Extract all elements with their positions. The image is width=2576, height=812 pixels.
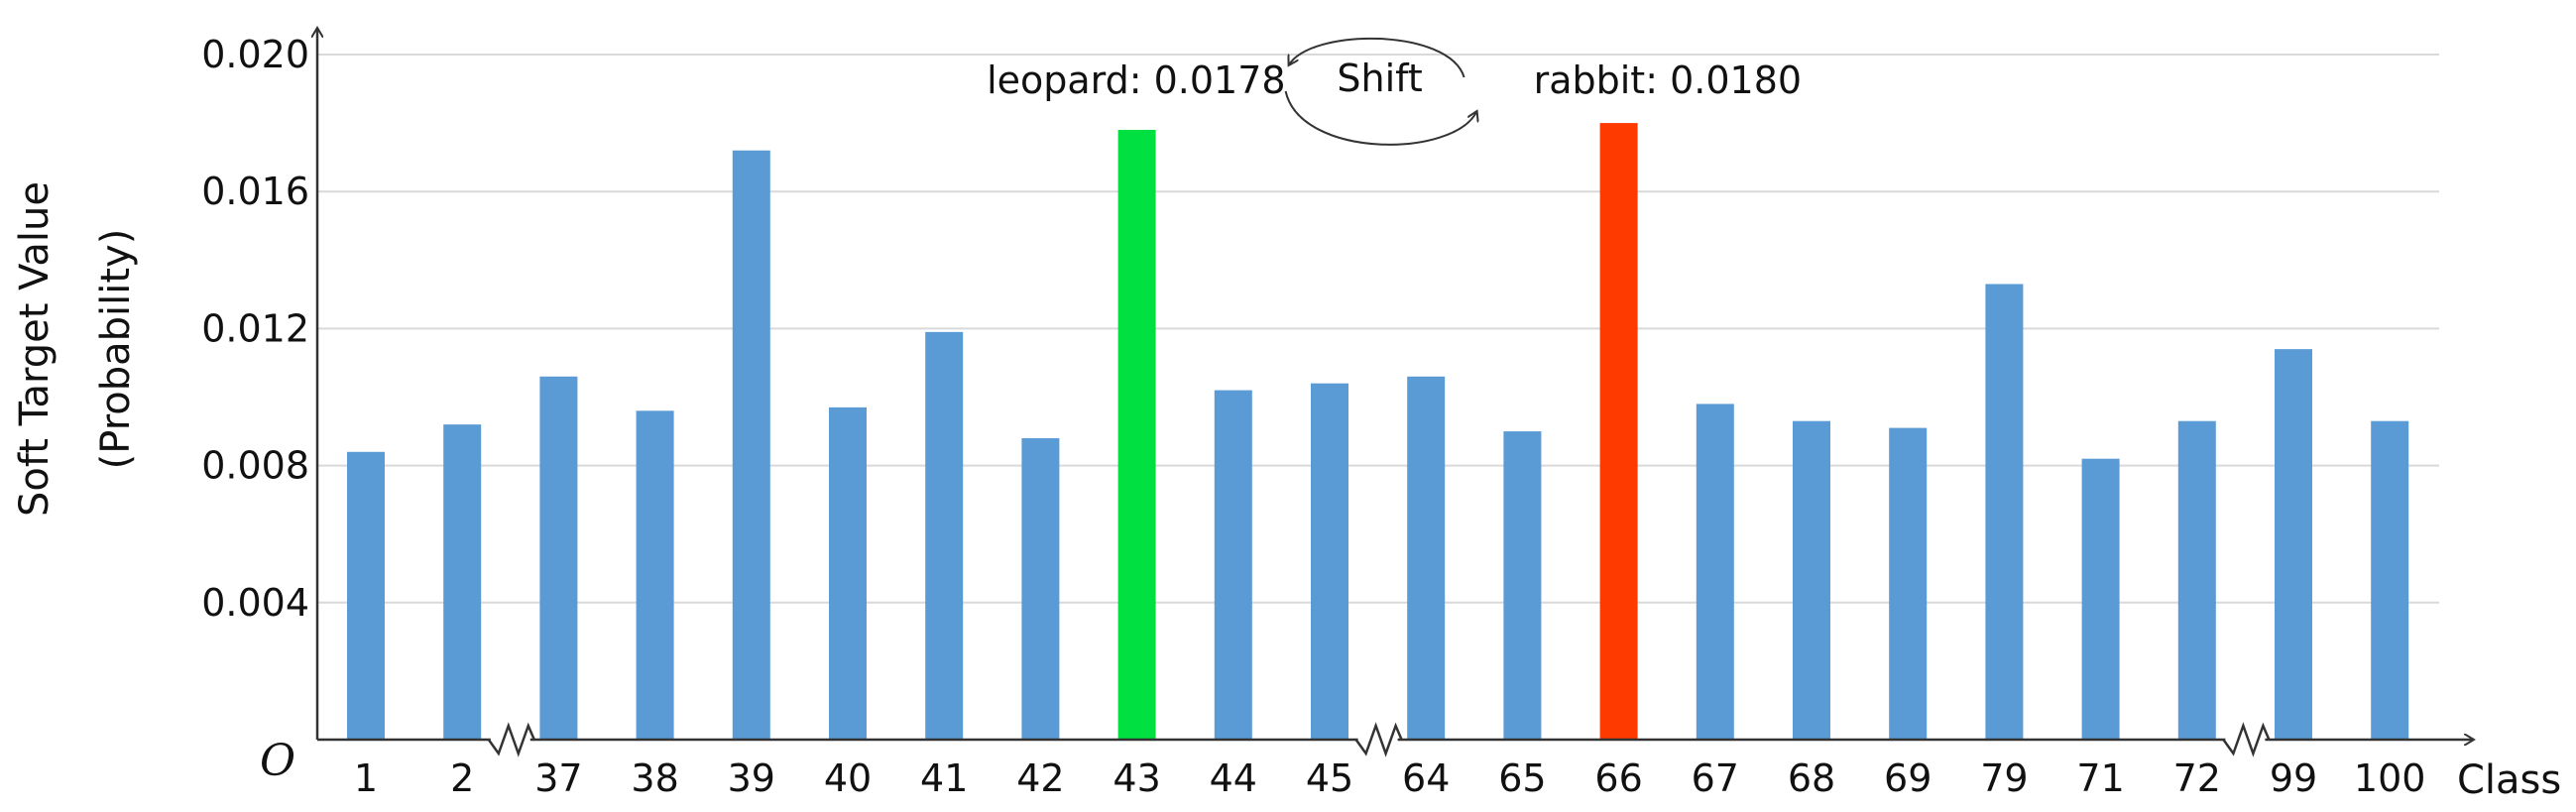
x-tick-label: 45 xyxy=(1306,756,1353,800)
x-tick-label: 68 xyxy=(1788,756,1835,800)
bar-class-40 xyxy=(829,406,867,740)
axis-break-marks xyxy=(487,722,2271,757)
bar-class-99 xyxy=(2275,349,2312,740)
bar-class-64 xyxy=(1407,376,1446,740)
x-tick-label: 69 xyxy=(1884,756,1932,800)
shift-arrow-upper xyxy=(1289,37,1465,78)
y-tick-label: 0.020 xyxy=(201,33,309,76)
bar-class-65 xyxy=(1503,431,1542,740)
bar-class-100 xyxy=(2371,420,2409,740)
shift-label: Shift xyxy=(1337,57,1422,100)
x-tick-label: 67 xyxy=(1692,756,1739,800)
y-tick-label: 0.012 xyxy=(201,306,309,350)
y-axis-subtitle: (Probability) xyxy=(93,229,139,470)
bar-class-45 xyxy=(1311,383,1348,740)
x-tick-label: 38 xyxy=(631,756,678,800)
x-tick-label: 66 xyxy=(1594,756,1642,800)
bar-class-1 xyxy=(347,451,385,740)
bar-class-42 xyxy=(1021,437,1060,740)
axis-break-zigzag-1 xyxy=(1354,722,1403,757)
x-tick-label: 79 xyxy=(1980,756,2028,800)
shift-arrow-lower xyxy=(1284,90,1477,146)
x-tick-label: 39 xyxy=(728,756,775,800)
axis-break-gap xyxy=(490,734,530,746)
annotations: leopard: 0.0178 rabbit: 0.0180 Shift xyxy=(987,37,1802,146)
x-tick-label: 44 xyxy=(1210,756,1257,800)
leopard-label: leopard: 0.0178 xyxy=(987,58,1286,102)
axis-break-zigzag-2 xyxy=(2222,722,2271,757)
x-tick-label: 1 xyxy=(354,756,378,800)
y-tick-label: 0.008 xyxy=(201,444,309,488)
axis-break-gap xyxy=(2225,734,2266,746)
bar-class-41 xyxy=(925,331,964,740)
origin-label: O xyxy=(260,736,295,786)
bar-class-39 xyxy=(732,150,770,741)
x-tick-label: 41 xyxy=(920,756,968,800)
x-tick-label: 64 xyxy=(1402,756,1450,800)
bar-class-79 xyxy=(1985,284,2024,740)
axis-break-zigzag-0 xyxy=(487,722,535,757)
gridlines xyxy=(317,54,2439,604)
x-tick-label: 37 xyxy=(534,756,582,800)
bar-class-37 xyxy=(539,376,578,740)
x-tick-label: 42 xyxy=(1016,756,1064,800)
bars xyxy=(347,123,2409,741)
rabbit-label: rabbit: 0.0180 xyxy=(1534,58,1802,102)
x-tick-label: 100 xyxy=(2354,756,2426,800)
y-axis-title: Soft Target Value xyxy=(12,181,58,517)
bar-class-38 xyxy=(636,410,674,740)
x-tick-label: 2 xyxy=(450,756,474,800)
bar-class-2 xyxy=(443,424,482,740)
bar-class-44 xyxy=(1214,390,1252,740)
y-tick-labels: 0.004 0.008 0.012 0.016 0.020 xyxy=(201,33,309,625)
bar-class-69 xyxy=(1889,427,1928,740)
bar-class-71 xyxy=(2081,458,2120,740)
y-tick-label: 0.016 xyxy=(201,170,309,213)
bar-class-68 xyxy=(1793,420,1830,740)
bar-class-72 xyxy=(2177,420,2216,740)
x-tick-label: 72 xyxy=(2173,756,2221,800)
y-tick-label: 0.004 xyxy=(201,581,309,625)
x-tick-label: 43 xyxy=(1112,756,1160,800)
x-tick-label: 99 xyxy=(2270,756,2317,800)
bar-class-67 xyxy=(1696,404,1734,740)
axis-break-gap xyxy=(1357,734,1398,746)
bar-rabbit-class-66 xyxy=(1599,123,1638,741)
x-tick-label: 71 xyxy=(2076,756,2124,800)
bar-leopard-class-43 xyxy=(1117,130,1156,740)
x-tick-label: 65 xyxy=(1498,756,1546,800)
x-tick-label: 40 xyxy=(824,756,872,800)
x-axis-title: Class xyxy=(2457,757,2561,803)
x-tick-labels: 1 2 37 38 39 40 41 42 43 44 45 64 65 66 67 68 69 79 71 72 99… xyxy=(354,756,2426,800)
